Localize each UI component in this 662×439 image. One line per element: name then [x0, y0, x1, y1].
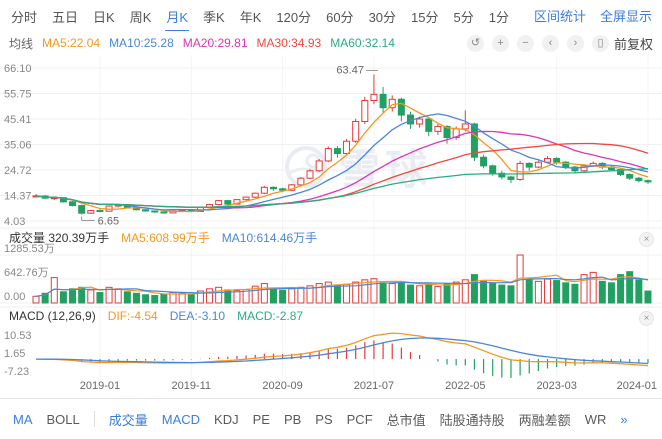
- ma60-value: MA60:32.14: [330, 36, 395, 50]
- svg-text:642.76万: 642.76万: [4, 267, 49, 279]
- svg-text:55.75: 55.75: [4, 89, 32, 101]
- phone-icon[interactable]: ▯: [591, 34, 609, 52]
- macd-title: MACD (12,26,9): [9, 309, 96, 323]
- ma-indicator-row: 均线 MA5:22.04 MA10:25.28 MA20:29.81 MA30:34.…: [0, 31, 662, 55]
- indicator-macd[interactable]: MACD: [161, 411, 201, 427]
- zoom-out-icon[interactable]: −: [516, 34, 534, 52]
- svg-text:-7.23: -7.23: [4, 366, 29, 378]
- svg-text:1285.53万: 1285.53万: [4, 243, 55, 255]
- indicator-volume[interactable]: 成交量: [108, 412, 148, 428]
- svg-text:63.47: 63.47: [336, 64, 364, 76]
- indicator-toolbar: MA BOLL 成交量 MACD KDJ PE PB PS PCF 总市值 陆股通持股 两融差额 WR »: [0, 398, 662, 439]
- chart-period-toolbar: 分时 五日 日K 周K 月K 季K 年K 120分 60分 30分 15分 5分 1分 区间统计 全屏显示: [0, 0, 662, 32]
- tab-daily[interactable]: 日K: [93, 9, 115, 25]
- interval-stats-link[interactable]: 区间统计: [533, 8, 586, 24]
- tab-1min[interactable]: 1分: [488, 9, 509, 25]
- svg-text:1.65: 1.65: [4, 348, 25, 360]
- macd-dif-value: DIF:-4.54: [107, 309, 158, 323]
- indicator-wr[interactable]: WR: [584, 411, 607, 427]
- tab-quarterly[interactable]: 季K: [203, 9, 225, 25]
- macd-dea-value: DEA:-3.10: [169, 309, 226, 323]
- svg-text:2024-01: 2024-01: [617, 380, 657, 392]
- ma-values: MA5:22.04 MA10:25.28 MA20:29.81 MA30:34.93 M…: [42, 36, 404, 50]
- indicator-boll[interactable]: BOLL: [46, 411, 80, 427]
- volume-title: 成交量: [9, 231, 46, 245]
- tab-30min[interactable]: 30分: [368, 9, 397, 25]
- chart-canvas[interactable]: 66.10 55.75 45.41 35.06 24.72 14.37 4.03 63.47 6…: [0, 55, 662, 395]
- indicator-margin[interactable]: 两融差额: [518, 412, 571, 428]
- svg-text:24.72: 24.72: [4, 165, 32, 177]
- tab-5min[interactable]: 5分: [453, 9, 474, 25]
- pan-left-icon[interactable]: ‹: [541, 34, 559, 52]
- svg-text:2023-03: 2023-03: [536, 380, 576, 392]
- indicator-kdj[interactable]: KDJ: [214, 411, 239, 427]
- ma20-value: MA20:29.81: [182, 36, 248, 50]
- indicator-pb[interactable]: PB: [283, 411, 302, 427]
- svg-text:10.53: 10.53: [4, 330, 32, 342]
- svg-text:2021-07: 2021-07: [354, 380, 394, 392]
- pan-right-icon[interactable]: ›: [566, 34, 584, 52]
- svg-text:14.37: 14.37: [4, 191, 32, 203]
- tab-yearly[interactable]: 年K: [239, 9, 262, 25]
- svg-text:0.00: 0.00: [4, 291, 25, 303]
- toolbar-links: 区间统计 全屏显示: [534, 6, 652, 25]
- ma5-value: MA5:22.04: [42, 36, 101, 50]
- macd-value: MACD:-2.87: [237, 309, 304, 323]
- tab-15min[interactable]: 15分: [411, 9, 439, 25]
- svg-text:2020-09: 2020-09: [262, 380, 302, 392]
- undo-icon[interactable]: ↺: [466, 34, 484, 52]
- svg-text:4.03: 4.03: [4, 216, 25, 228]
- tab-monthly[interactable]: 月K: [165, 0, 190, 32]
- macd-pane-header: MACD (12,26,9) DIF:-4.54 DEA:-3.10 MACD:…: [0, 309, 640, 323]
- indicator-ma[interactable]: MA: [13, 411, 33, 427]
- volume-current-value: 320.39万手: [48, 231, 110, 245]
- indicator-pe[interactable]: PE: [252, 411, 270, 427]
- tab-weekly[interactable]: 周K: [129, 9, 152, 25]
- indicator-market-cap[interactable]: 总市值: [386, 412, 426, 428]
- more-indicators[interactable]: »: [620, 411, 628, 427]
- svg-text:35.06: 35.06: [4, 140, 32, 152]
- svg-text:2022-05: 2022-05: [445, 380, 485, 392]
- chart-controls: ↺ + − ‹ › ▯: [466, 34, 609, 52]
- tab-5day[interactable]: 五日: [52, 9, 79, 25]
- tab-timeline[interactable]: 分时: [11, 9, 38, 25]
- volume-pane-header: 成交量 320.39万手 MA5:608.99万手 MA10:614.46万手: [0, 229, 640, 246]
- close-volume-pane-button[interactable]: ×: [639, 232, 654, 247]
- volume-ma10-value: MA10:614.46万手: [221, 231, 318, 245]
- indicator-ps[interactable]: PS: [315, 411, 333, 427]
- svg-text:2019-11: 2019-11: [171, 380, 211, 392]
- indicator-pcf[interactable]: PCF: [346, 411, 373, 427]
- ma10-value: MA10:25.28: [109, 36, 174, 50]
- zoom-in-icon[interactable]: +: [491, 34, 509, 52]
- svg-text:45.41: 45.41: [4, 114, 32, 126]
- svg-text:6.65: 6.65: [98, 216, 119, 228]
- period-tabs: 分时 五日 日K 周K 月K 季K 年K 120分 60分 30分 15分 5分 1分: [10, 0, 510, 32]
- adjust-mode-toggle[interactable]: 前复权: [613, 36, 653, 52]
- volume-ma5-value: MA5:608.99万手: [121, 231, 210, 245]
- ma-row-label: 均线: [9, 36, 34, 51]
- fullscreen-link[interactable]: 全屏显示: [599, 8, 652, 24]
- close-macd-pane-button[interactable]: ×: [639, 311, 654, 326]
- tab-120min[interactable]: 120分: [276, 9, 312, 25]
- indicator-toolbar-divider: [93, 411, 95, 427]
- tab-60min[interactable]: 60分: [326, 9, 354, 25]
- svg-text:66.10: 66.10: [4, 63, 32, 75]
- svg-text:2019-01: 2019-01: [80, 380, 120, 392]
- ma30-value: MA30:34.93: [256, 36, 322, 50]
- indicator-northbound[interactable]: 陆股通持股: [439, 412, 505, 428]
